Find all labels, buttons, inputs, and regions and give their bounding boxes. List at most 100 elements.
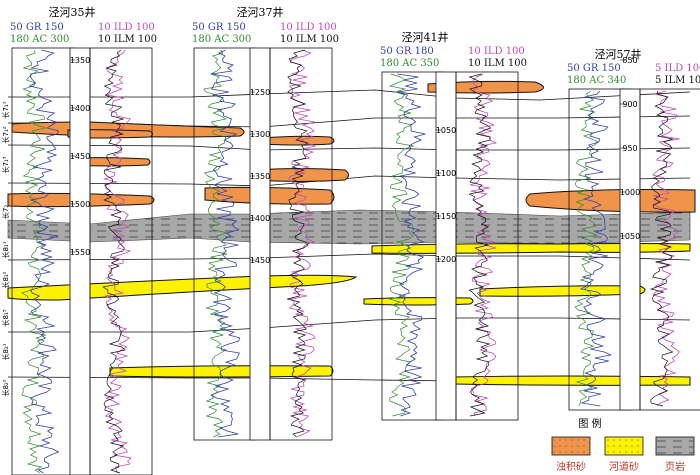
gr-curve bbox=[28, 49, 60, 474]
well-title: 泾河41井 bbox=[402, 30, 449, 44]
ild-curve bbox=[652, 90, 680, 407]
depth-label: 1400 bbox=[250, 214, 270, 223]
depth-track bbox=[435, 71, 457, 421]
layer-label: 长7₂ bbox=[1, 205, 10, 219]
legend: 图 例 浊积砂 河道砂 页岩 bbox=[551, 417, 695, 473]
ild-header: 10 ILD 100 bbox=[280, 22, 337, 33]
ilm-curve bbox=[649, 90, 674, 407]
ac-curve bbox=[388, 73, 415, 417]
legend-label-channel: 河道砂 bbox=[609, 460, 639, 473]
correlation-line bbox=[7, 175, 691, 187]
correlation-line bbox=[8, 89, 691, 101]
layer-label: 长8₁² bbox=[1, 271, 10, 288]
well-2: 泾河37井 50 GR 150 10 ILD 100 180 AC 300 10 ILM… bbox=[192, 5, 339, 441]
resistivity-track bbox=[639, 88, 700, 411]
layer-label: 长7₁² bbox=[1, 126, 10, 143]
ac-header: 180 AC 300 bbox=[10, 34, 69, 45]
channel-sand bbox=[479, 285, 646, 297]
well-title: 泾河57井 bbox=[595, 47, 642, 61]
ild-curve bbox=[288, 49, 317, 438]
layer-label: 长8₂² bbox=[1, 379, 10, 396]
ac-curve bbox=[20, 49, 47, 474]
gr-ac-track bbox=[11, 47, 75, 475]
shale-band bbox=[7, 209, 691, 245]
depth-label: 1550 bbox=[70, 248, 90, 257]
ac-curve bbox=[574, 90, 599, 407]
depth-label: 950 bbox=[622, 144, 637, 153]
correlation-line bbox=[8, 317, 691, 333]
legend-label-shale: 页岩 bbox=[665, 460, 685, 473]
depth-track bbox=[249, 47, 271, 441]
layer-label: 长8₂¹ bbox=[1, 343, 10, 360]
well-1: 泾河35井 50 GR 150 10 ILD 100 180 AC 300 10 ILM… bbox=[10, 5, 157, 475]
depth-label: 1450 bbox=[250, 256, 270, 265]
legend-swatch-channel-dots bbox=[605, 437, 643, 455]
correlation-line bbox=[7, 253, 691, 261]
gr-header: 50 GR 180 bbox=[380, 46, 434, 57]
ac-curve bbox=[203, 49, 228, 438]
depth-label: 1400 bbox=[70, 104, 90, 113]
gr-header: 50 GR 150 bbox=[192, 22, 246, 33]
depth-label: 1200 bbox=[436, 255, 456, 264]
turbidite-lens bbox=[427, 80, 544, 94]
legend-title: 图 例 bbox=[578, 417, 601, 430]
depth-label: 1150 bbox=[436, 212, 456, 221]
channel-sand bbox=[109, 365, 334, 378]
ilm-header: 10 ILM 100 bbox=[98, 34, 157, 45]
resistivity-track bbox=[455, 71, 519, 421]
ilm-curve bbox=[287, 49, 309, 438]
channel-sand-bodies bbox=[7, 243, 691, 386]
depth-label: 1350 bbox=[250, 172, 270, 181]
gr-header: 50 GR 150 bbox=[567, 63, 621, 74]
channel-sand bbox=[452, 375, 691, 386]
well-title: 泾河35井 bbox=[49, 5, 96, 19]
ild-header: 10 ILD 100 bbox=[468, 46, 525, 57]
well-3: 泾河41井 50 GR 180 10 ILD 100 180 AC 350 10 ILM… bbox=[380, 30, 527, 421]
gr-curve bbox=[210, 49, 241, 438]
depth-label: 1450 bbox=[70, 152, 90, 161]
depth-label: 1300 bbox=[250, 130, 270, 139]
ac-header: 180 AC 300 bbox=[192, 34, 251, 45]
depth-label: 1350 bbox=[70, 56, 90, 65]
resistivity-track bbox=[89, 47, 153, 475]
ilm-curve bbox=[468, 73, 492, 417]
ilm-header: 10 ILM 100 bbox=[280, 34, 339, 45]
ild-curve bbox=[103, 49, 133, 474]
turbidite-lens bbox=[525, 189, 696, 213]
depth-label: 850 bbox=[622, 56, 637, 65]
wells: 泾河35井 50 GR 150 10 ILD 100 180 AC 300 10 ILM… bbox=[10, 5, 700, 475]
ild-header: 5 ILD 100 bbox=[655, 63, 700, 74]
depth-label: 1000 bbox=[620, 188, 640, 197]
depth-label: 1050 bbox=[620, 232, 640, 241]
depth-label: 1500 bbox=[70, 200, 90, 209]
ilm-curve bbox=[102, 49, 126, 474]
legend-swatch-turbidite-dots bbox=[552, 437, 590, 455]
ilm-header: 10 ILM 100 bbox=[468, 58, 527, 69]
depth-label: 1250 bbox=[250, 88, 270, 97]
ild-curve bbox=[468, 73, 498, 417]
well-title: 泾河37井 bbox=[237, 5, 284, 19]
ilm-header: 5 ILM 100 bbox=[655, 75, 700, 86]
depth-label: 1100 bbox=[436, 169, 456, 178]
ac-header: 180 AC 350 bbox=[380, 58, 439, 69]
channel-sand bbox=[363, 297, 474, 306]
gr-curve bbox=[579, 90, 613, 407]
ild-header: 10 ILD 100 bbox=[98, 22, 155, 33]
layer-label: 长8₁¹ bbox=[1, 241, 10, 258]
correlation-line bbox=[7, 144, 691, 151]
layer-label: 长7₁¹ bbox=[1, 101, 10, 118]
depth-track bbox=[619, 88, 641, 411]
legend-label-turbidite: 浊积砂 bbox=[556, 460, 586, 473]
shale-dash-overlay bbox=[8, 210, 690, 244]
depth-label: 1050 bbox=[436, 126, 456, 135]
ac-header: 180 AC 340 bbox=[567, 75, 626, 86]
well-4: 泾河57井 50 GR 150 5 ILD 100 180 AC 340 5 ILM 1… bbox=[567, 47, 700, 411]
legend-swatch-shale-dashes bbox=[656, 437, 694, 455]
depth-label: 900 bbox=[622, 100, 637, 109]
gr-curve bbox=[397, 73, 426, 417]
layer-label: 长7₁³ bbox=[1, 156, 10, 173]
resistivity-track bbox=[269, 47, 333, 441]
layer-labels: 长7₁¹ 长7₁² 长7₁³ 长7₂ 长8₁¹ 长8₁² 长8₁³ 长8₂¹ 长8₂² bbox=[1, 101, 10, 396]
layer-label: 长8₁³ bbox=[1, 309, 10, 326]
